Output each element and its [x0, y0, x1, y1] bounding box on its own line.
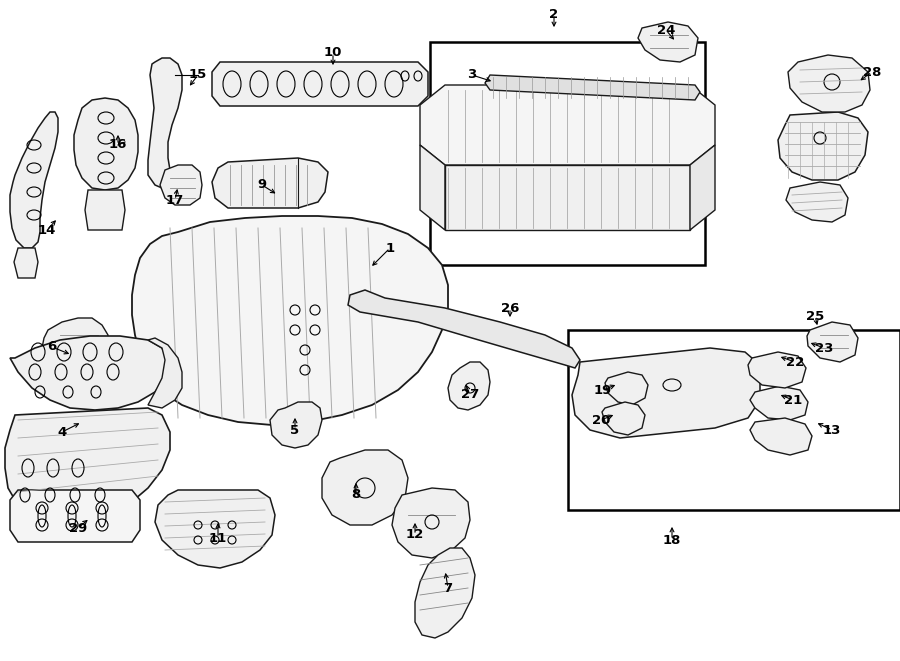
Text: 19: 19 — [594, 383, 612, 397]
Text: 13: 13 — [823, 424, 842, 436]
Text: 24: 24 — [657, 24, 675, 36]
Polygon shape — [690, 145, 715, 230]
Text: 4: 4 — [58, 426, 67, 438]
Polygon shape — [638, 22, 698, 62]
Polygon shape — [748, 352, 806, 388]
Polygon shape — [155, 490, 275, 568]
Polygon shape — [572, 348, 760, 438]
Polygon shape — [392, 488, 470, 558]
Text: 28: 28 — [863, 65, 881, 79]
Polygon shape — [788, 55, 870, 112]
Text: 18: 18 — [662, 533, 681, 547]
Text: 7: 7 — [444, 582, 453, 594]
Polygon shape — [14, 248, 38, 278]
Polygon shape — [10, 336, 168, 410]
Polygon shape — [322, 450, 408, 525]
Text: 3: 3 — [467, 69, 477, 81]
Polygon shape — [5, 408, 170, 525]
Polygon shape — [786, 182, 848, 222]
Polygon shape — [420, 145, 445, 230]
Polygon shape — [445, 165, 690, 230]
Text: 21: 21 — [784, 393, 802, 407]
Polygon shape — [448, 362, 490, 410]
Text: 26: 26 — [500, 301, 519, 315]
Polygon shape — [132, 216, 448, 425]
Text: 12: 12 — [406, 529, 424, 541]
Polygon shape — [778, 112, 868, 180]
Polygon shape — [348, 290, 580, 368]
Text: 25: 25 — [806, 309, 824, 323]
Text: 17: 17 — [166, 194, 184, 206]
Text: 23: 23 — [814, 342, 833, 354]
Text: 2: 2 — [549, 7, 559, 20]
Text: 5: 5 — [291, 424, 300, 436]
Polygon shape — [10, 490, 140, 542]
Polygon shape — [42, 318, 108, 370]
Text: 15: 15 — [189, 69, 207, 81]
Polygon shape — [85, 190, 125, 230]
Polygon shape — [148, 58, 182, 188]
Polygon shape — [605, 372, 648, 405]
Polygon shape — [807, 322, 858, 362]
Polygon shape — [750, 386, 808, 420]
Polygon shape — [270, 402, 322, 448]
Bar — [430, 42, 705, 265]
Text: 22: 22 — [786, 356, 804, 368]
Text: 9: 9 — [257, 178, 266, 192]
Text: 29: 29 — [69, 522, 87, 535]
Polygon shape — [74, 98, 138, 190]
Polygon shape — [750, 418, 812, 455]
Text: 8: 8 — [351, 488, 361, 502]
Polygon shape — [420, 85, 715, 165]
Text: 11: 11 — [209, 531, 227, 545]
Bar — [568, 330, 900, 510]
Text: 14: 14 — [38, 223, 56, 237]
Text: 10: 10 — [324, 46, 342, 59]
Text: 16: 16 — [109, 139, 127, 151]
Polygon shape — [212, 62, 428, 106]
Polygon shape — [602, 402, 645, 435]
Polygon shape — [415, 548, 475, 638]
Text: 27: 27 — [461, 389, 479, 401]
Polygon shape — [10, 112, 58, 248]
Polygon shape — [160, 165, 202, 205]
Polygon shape — [148, 338, 182, 408]
Text: 1: 1 — [385, 241, 394, 254]
Polygon shape — [485, 75, 700, 100]
Polygon shape — [212, 158, 328, 208]
Text: 6: 6 — [48, 340, 57, 354]
Text: 20: 20 — [592, 414, 610, 426]
